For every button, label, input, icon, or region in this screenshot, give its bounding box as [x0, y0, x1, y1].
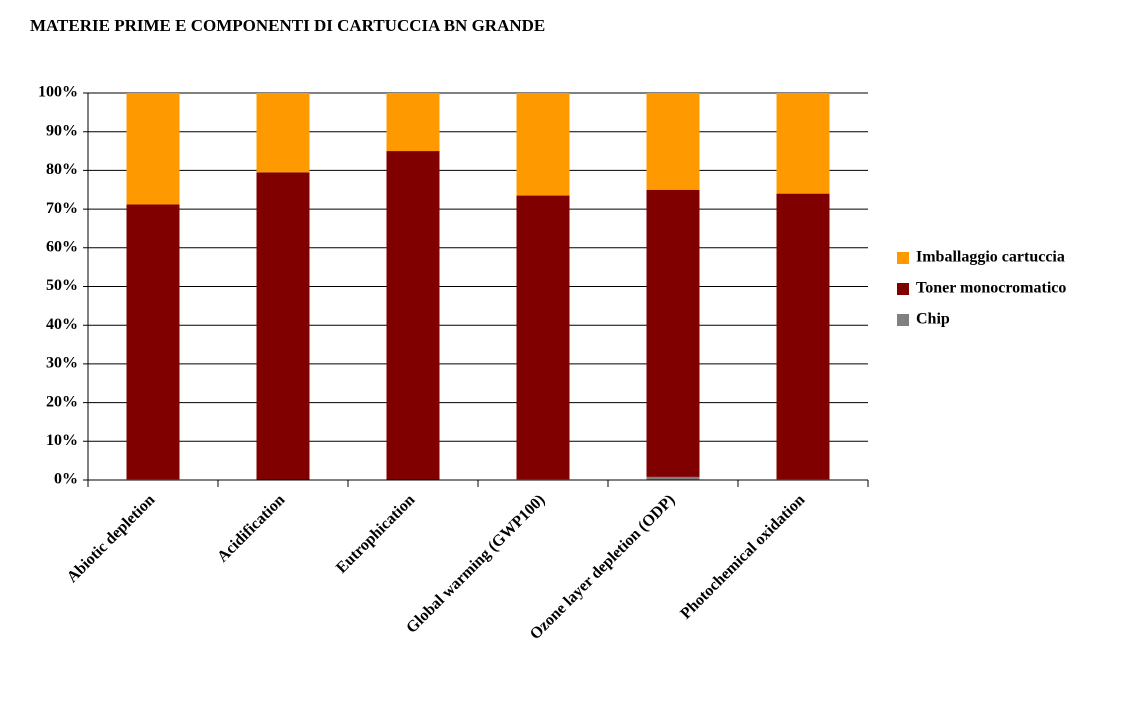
- bar-segment: [516, 195, 570, 480]
- bar-segment: [646, 476, 700, 480]
- x-tick-label: Abiotic depletion: [64, 491, 159, 586]
- x-tick-label: Global warming (GWP100): [403, 491, 548, 636]
- chart-title: MATERIE PRIME E COMPONENTI DI CARTUCCIA …: [30, 16, 545, 35]
- legend-label: Imballaggio cartuccia: [916, 249, 1065, 266]
- bar-segment: [646, 189, 700, 477]
- bar-segment: [776, 93, 830, 194]
- x-tick-label: Photochemical oxidation: [677, 491, 808, 622]
- y-tick-label: 80%: [46, 161, 78, 178]
- bar-segment: [386, 151, 440, 480]
- bar-segment: [776, 193, 830, 480]
- legend-swatch: [897, 252, 909, 264]
- y-tick-label: 40%: [46, 316, 78, 333]
- x-tick-label: Ozone layer depletion (ODP): [527, 491, 679, 643]
- y-tick-label: 70%: [46, 200, 78, 217]
- bar-segment: [126, 204, 180, 480]
- y-tick-label: 50%: [46, 277, 78, 294]
- x-tick-label: Eutrophication: [333, 491, 418, 576]
- x-tick-label: Acidification: [214, 491, 288, 565]
- bar-segment: [386, 93, 440, 152]
- y-tick-label: 10%: [46, 432, 78, 449]
- bar-segment: [126, 93, 180, 205]
- bar-segment: [516, 93, 570, 196]
- y-tick-label: 20%: [46, 393, 78, 410]
- y-tick-label: 0%: [54, 471, 78, 488]
- bar-segment: [646, 93, 700, 190]
- bar-segment: [256, 93, 310, 173]
- legend-label: Chip: [916, 311, 950, 328]
- y-tick-label: 60%: [46, 238, 78, 255]
- y-tick-label: 90%: [46, 122, 78, 139]
- y-tick-label: 100%: [38, 84, 78, 101]
- y-tick-label: 30%: [46, 355, 78, 372]
- legend-label: Toner monocromatico: [916, 280, 1066, 297]
- legend-swatch: [897, 283, 909, 295]
- legend-swatch: [897, 314, 909, 326]
- bar-segment: [256, 172, 310, 480]
